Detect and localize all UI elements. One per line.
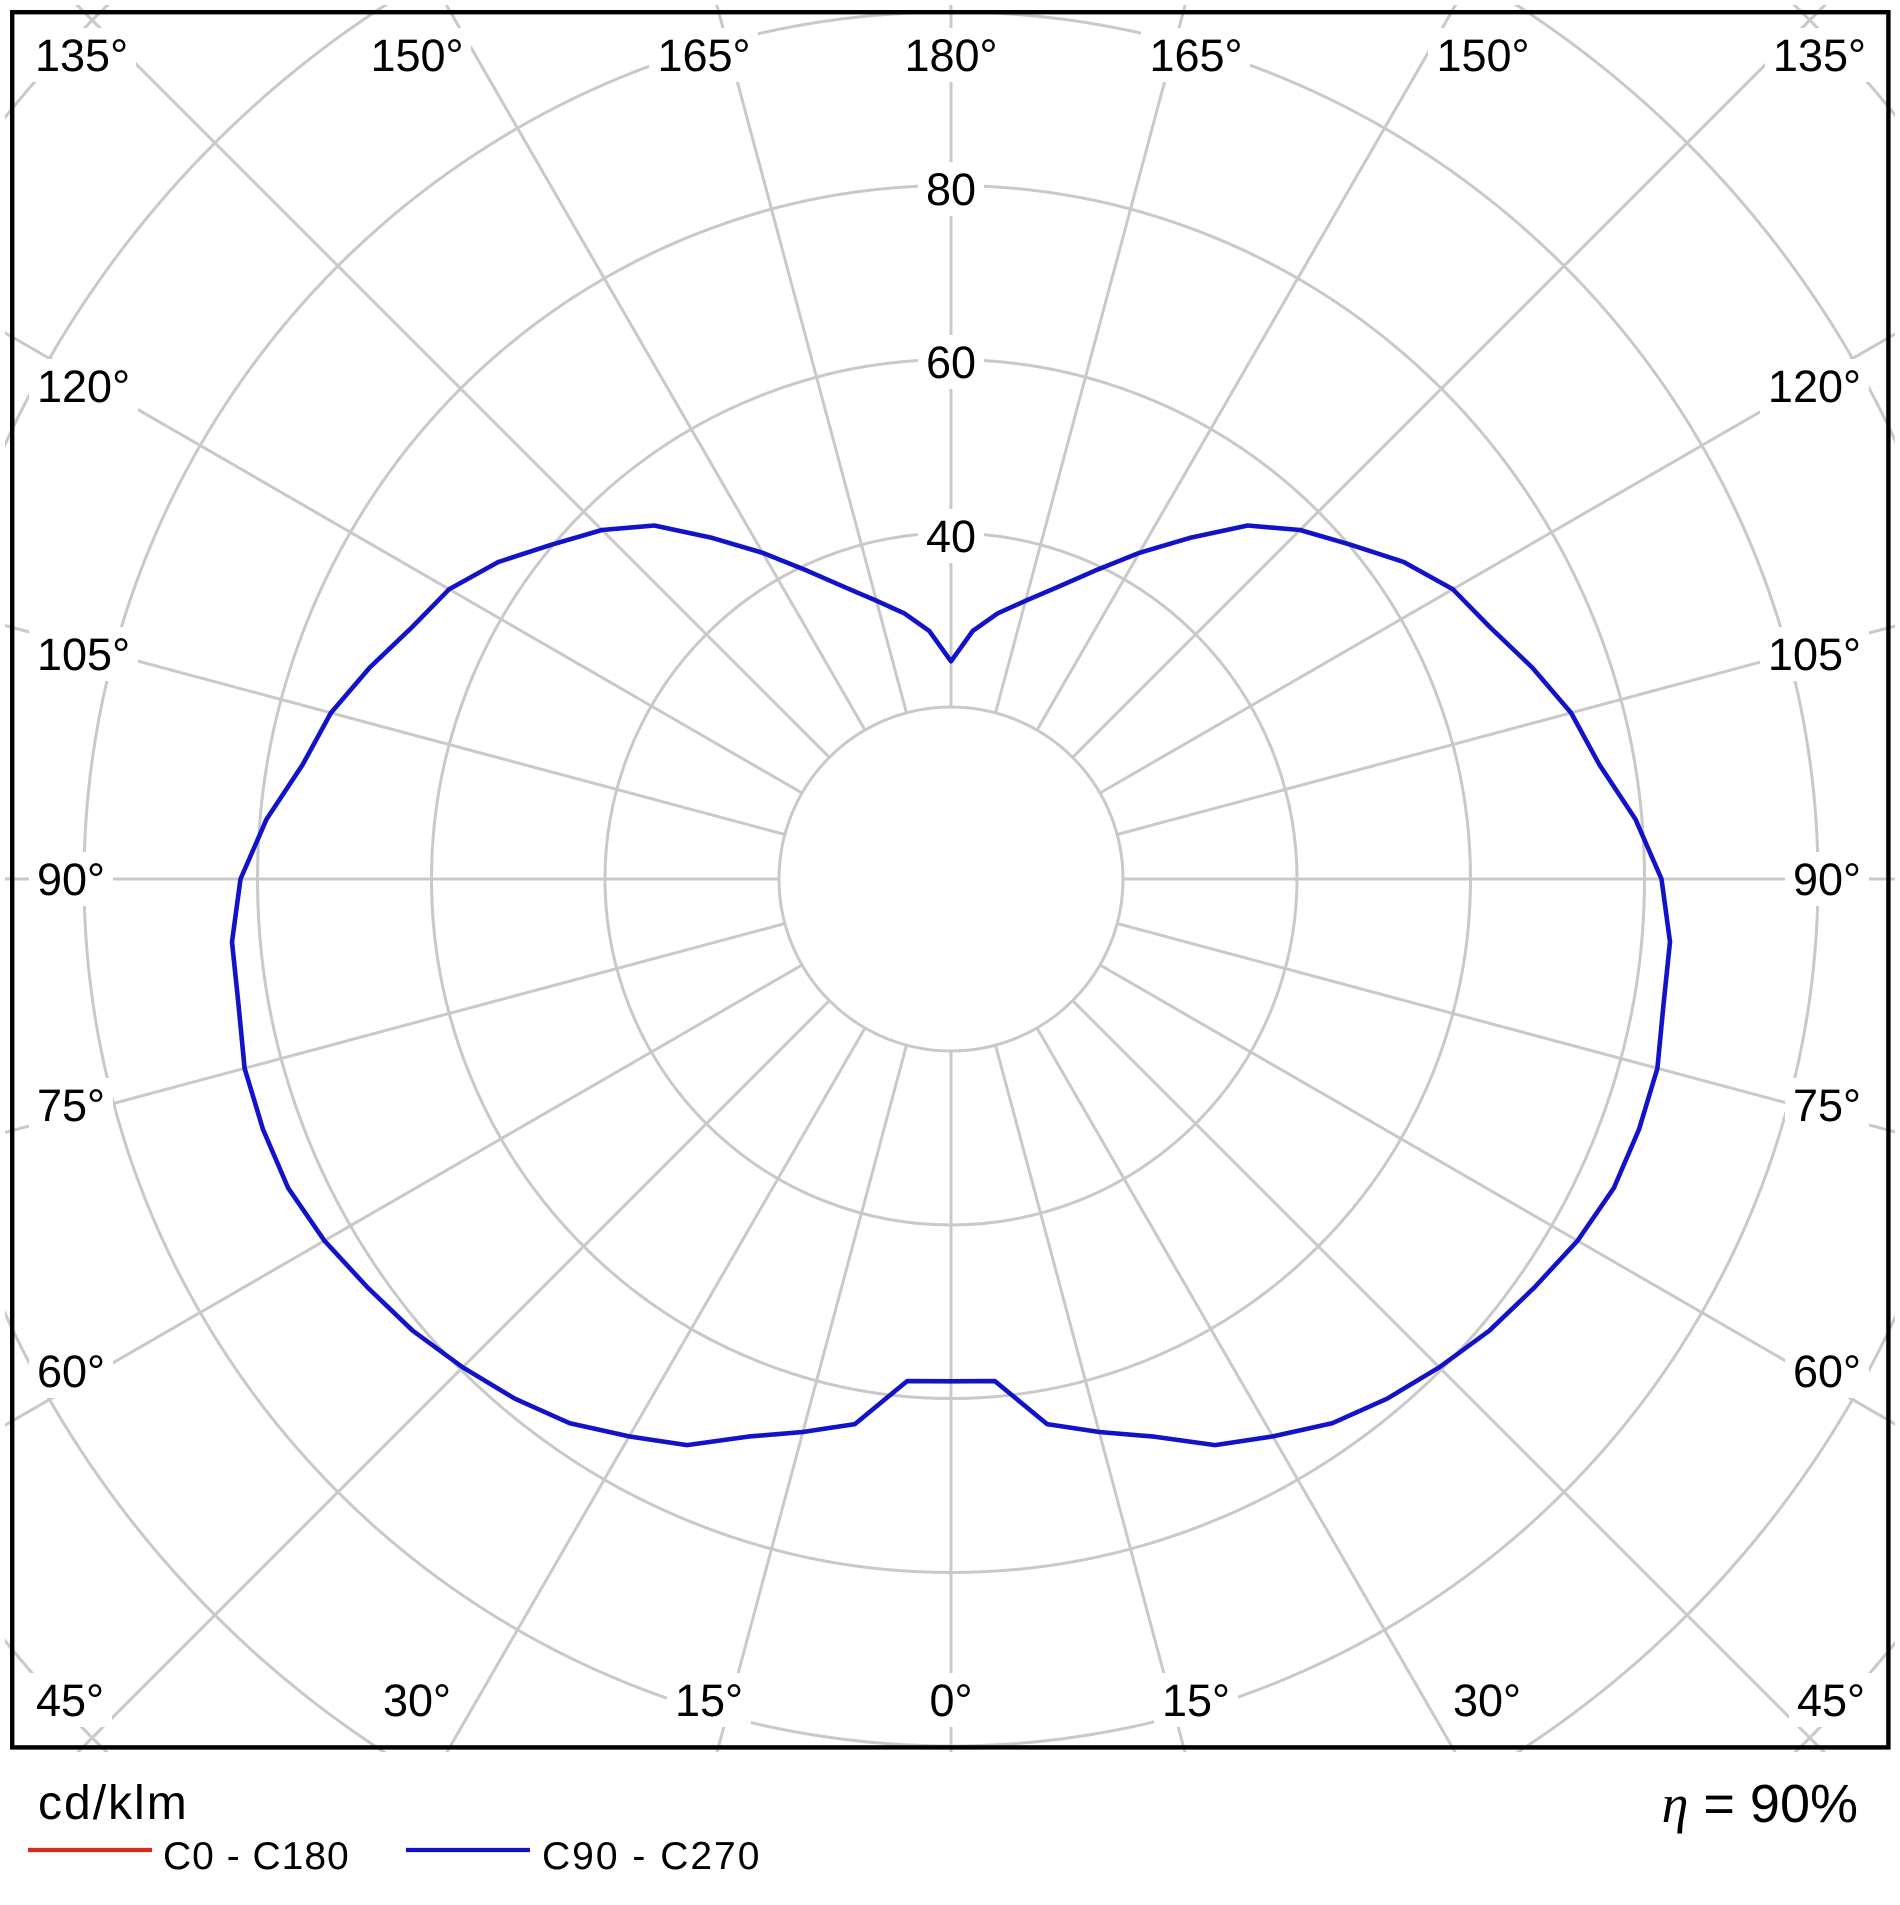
svg-text:η = 90%: η = 90% xyxy=(1662,1774,1858,1834)
svg-text:cd/klm: cd/klm xyxy=(38,1777,189,1830)
svg-text:105°: 105° xyxy=(1768,629,1861,680)
svg-text:135°: 135° xyxy=(35,30,128,81)
svg-text:45°: 45° xyxy=(1797,1675,1865,1726)
svg-text:90°: 90° xyxy=(1793,854,1861,905)
svg-text:45°: 45° xyxy=(36,1675,104,1726)
svg-text:165°: 165° xyxy=(657,30,750,81)
svg-text:15°: 15° xyxy=(1162,1675,1230,1726)
svg-text:150°: 150° xyxy=(370,30,463,81)
svg-text:C0 - C180: C0 - C180 xyxy=(163,1835,350,1878)
svg-text:120°: 120° xyxy=(37,361,130,412)
svg-text:15°: 15° xyxy=(675,1675,743,1726)
svg-text:60°: 60° xyxy=(1793,1346,1861,1397)
svg-text:C90 - C270: C90 - C270 xyxy=(542,1835,761,1878)
svg-text:75°: 75° xyxy=(37,1080,105,1131)
svg-text:135°: 135° xyxy=(1773,30,1866,81)
svg-text:180°: 180° xyxy=(904,30,997,81)
svg-text:60: 60 xyxy=(926,337,976,388)
svg-text:30°: 30° xyxy=(383,1675,451,1726)
svg-text:30°: 30° xyxy=(1453,1675,1521,1726)
svg-text:75°: 75° xyxy=(1793,1080,1861,1131)
svg-text:80: 80 xyxy=(926,164,976,215)
svg-text:60°: 60° xyxy=(37,1346,105,1397)
svg-text:150°: 150° xyxy=(1436,30,1529,81)
svg-text:105°: 105° xyxy=(37,629,130,680)
svg-text:165°: 165° xyxy=(1149,30,1242,81)
svg-text:0°: 0° xyxy=(929,1675,972,1726)
svg-text:40: 40 xyxy=(926,511,976,562)
svg-text:120°: 120° xyxy=(1768,361,1861,412)
svg-text:90°: 90° xyxy=(37,854,105,905)
